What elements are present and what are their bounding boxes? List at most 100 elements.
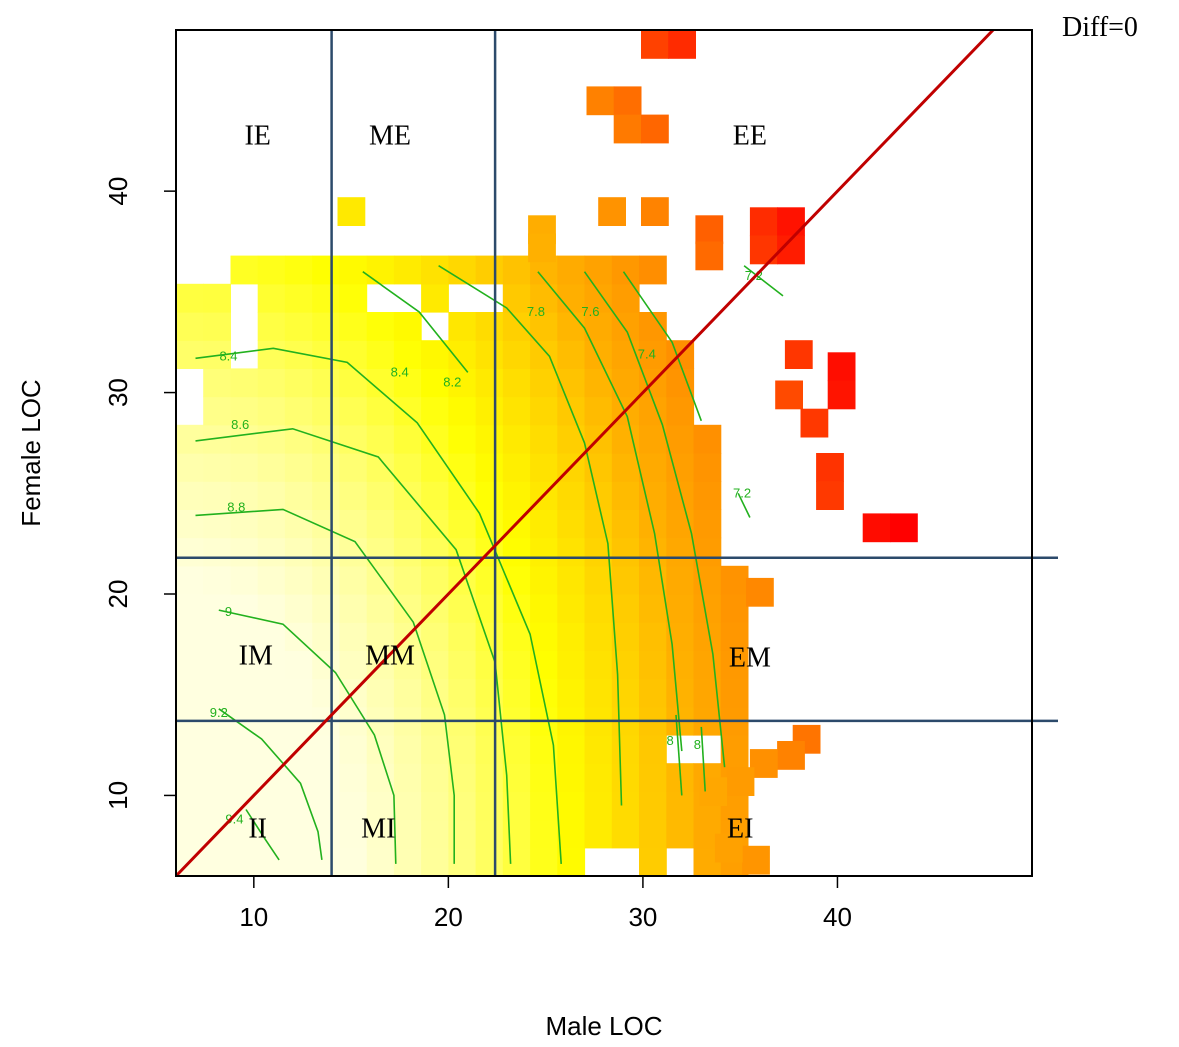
heatmap-cell (339, 735, 368, 764)
heatmap-cell (557, 509, 586, 539)
contour-lines: 9.49.298.88.68.48.48.27.8 7.67.47.27.28 8 (195, 265, 784, 864)
heatmap-cell (339, 763, 368, 792)
heatmap-cell (339, 847, 368, 876)
heatmap-cell (257, 565, 286, 595)
heatmap-cell (720, 565, 749, 595)
heatmap-cell (641, 30, 669, 59)
heatmap-cell (557, 255, 586, 285)
contour-line (245, 809, 280, 861)
heatmap-cell (862, 513, 891, 543)
heatmap-cell (230, 481, 259, 510)
region-labels: IE ME EE IM MM EM II MI EI (239, 121, 771, 845)
heatmap-cell (176, 481, 204, 510)
heatmap-cell (230, 847, 259, 876)
heatmap-cell (230, 424, 259, 454)
heatmap-cell (584, 678, 613, 708)
heatmap-cell (203, 453, 231, 482)
heatmap-cell (284, 255, 313, 285)
heatmap-cell (528, 233, 556, 263)
heatmap-cell (666, 537, 695, 567)
heatmap-cell (777, 207, 805, 237)
y-tick-label: 10 (103, 781, 133, 810)
heatmap-cell (257, 453, 286, 482)
heatmap-cell (393, 453, 422, 482)
heatmap-cell (502, 255, 531, 285)
heatmap-cell (257, 594, 286, 623)
heatmap-cell (557, 791, 586, 821)
heatmap-cell (557, 847, 586, 876)
heatmap-cell (176, 791, 204, 821)
heatmap-cell (257, 368, 286, 398)
heatmap-cell (176, 819, 204, 849)
heatmap-cell (557, 283, 586, 313)
y-tick-label: 40 (103, 177, 133, 206)
contour-line (195, 508, 456, 864)
contour-line (675, 714, 683, 796)
heatmap-cell (176, 424, 204, 454)
heatmap-cell (613, 86, 642, 116)
heatmap-cell (366, 791, 395, 821)
heatmap-cell (230, 537, 259, 567)
heatmap-cell (421, 565, 449, 595)
heatmap-cell (827, 352, 856, 382)
heatmap-cell (530, 565, 558, 595)
heatmap-cell (666, 791, 695, 821)
heatmap-cell (502, 847, 531, 876)
x-tick-label: 10 (239, 902, 268, 932)
heatmap-cell (393, 678, 422, 708)
heatmap-cell (557, 763, 586, 792)
heatmap-cell (530, 819, 558, 849)
heatmap-cell (800, 408, 829, 438)
heatmap-cell (312, 255, 340, 285)
heatmap-cell (312, 453, 340, 482)
heatmap-cell (312, 847, 340, 876)
heatmap-cell (639, 255, 667, 285)
region-label-ei: EI (727, 814, 753, 845)
heatmap-cell (611, 481, 640, 510)
heatmap-cell (530, 791, 558, 821)
heatmap-cell (584, 622, 613, 651)
heatmap-cell (339, 312, 368, 341)
contour-label: 8.4 (391, 365, 409, 380)
contour-label: 7.2 (733, 485, 751, 500)
heatmap-cell (339, 340, 368, 369)
heatmap-cell (366, 678, 395, 708)
heatmap-cell (584, 283, 613, 313)
heatmap-cell (176, 735, 204, 764)
heatmap-cell (720, 650, 749, 680)
heatmap-cell (257, 847, 286, 876)
heatmap-cell (502, 594, 531, 623)
heatmap-cell (339, 565, 368, 595)
heatmap-cell (639, 312, 667, 341)
heatmap-cell (699, 777, 728, 807)
heatmap-cell (203, 537, 231, 567)
heatmap-cell (284, 763, 313, 792)
heatmap-cell (775, 380, 803, 410)
heatmap-cell (816, 453, 844, 482)
heatmap-cell (666, 678, 695, 708)
heatmap-cell (339, 255, 368, 285)
heatmap-cell (502, 819, 531, 849)
heatmap-cell (639, 537, 667, 567)
heatmap-cell (693, 594, 722, 623)
heatmap-cell (203, 847, 231, 876)
contour-label: 8 (694, 737, 701, 752)
heatmap-cell (448, 424, 477, 454)
heatmap-cell (366, 763, 395, 792)
heatmap-cell (502, 424, 531, 454)
heatmap-cell (230, 650, 259, 680)
contour-label: 8.8 (227, 499, 245, 514)
heatmap-cells (176, 30, 918, 876)
heatmap-cell (448, 396, 477, 426)
heatmap-cell (502, 453, 531, 482)
heatmap-cell (584, 735, 613, 764)
heatmap-cell (312, 396, 340, 426)
heatmap-cell (230, 819, 259, 849)
heatmap-cell (584, 340, 613, 369)
heatmap-cell (475, 396, 504, 426)
heatmap-cell (366, 255, 395, 285)
heatmap-cell (421, 453, 449, 482)
heatmap-cell (784, 340, 813, 369)
heatmap-cell (584, 509, 613, 539)
heatmap-cell (530, 368, 558, 398)
